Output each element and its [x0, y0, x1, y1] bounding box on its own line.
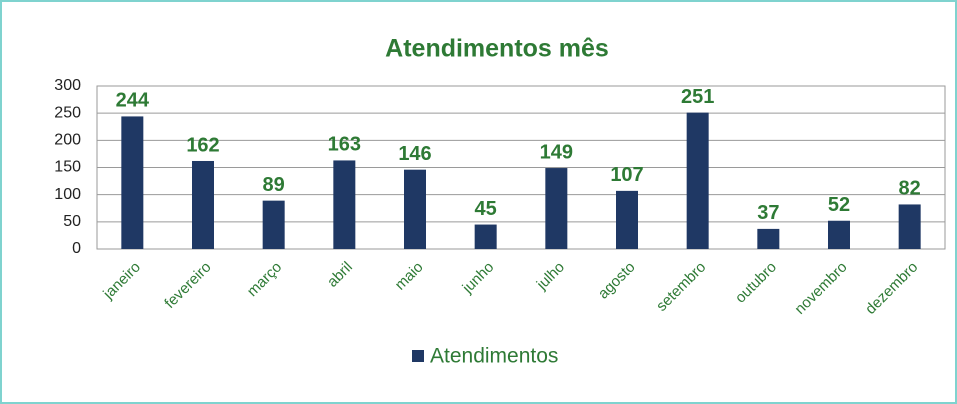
y-tick-label: 100: [54, 186, 81, 203]
data-label: 251: [681, 86, 714, 108]
data-label: 82: [899, 178, 921, 200]
bar: [121, 116, 144, 249]
bar: [757, 228, 780, 249]
bar: [686, 112, 709, 249]
bar: [262, 200, 285, 249]
bar: [404, 169, 426, 249]
data-label: 45: [475, 198, 497, 220]
bar: [474, 224, 497, 249]
bar: [192, 160, 214, 249]
data-label: 107: [610, 164, 643, 186]
y-tick-label: 200: [54, 132, 81, 149]
bar: [545, 168, 568, 249]
data-label: 149: [540, 141, 573, 163]
chart-title: Atendimentos mês: [385, 35, 609, 63]
data-label: 163: [328, 134, 361, 156]
data-label: 244: [116, 90, 150, 112]
y-tick-label: 250: [54, 104, 81, 121]
y-tick-label: 0: [72, 240, 81, 257]
data-label: 89: [263, 174, 285, 196]
y-tick-label: 300: [54, 77, 81, 94]
bar: [898, 204, 921, 249]
data-label: 146: [398, 143, 431, 165]
y-tick-label: 150: [54, 159, 81, 176]
data-label: 52: [828, 194, 850, 216]
bar: [616, 190, 638, 249]
data-label: 37: [757, 202, 779, 224]
bar: [828, 220, 850, 249]
y-tick-label: 50: [63, 213, 81, 230]
legend-label: Atendimentos: [430, 345, 558, 368]
bar: [333, 160, 356, 249]
legend-swatch: [412, 350, 424, 362]
data-label: 162: [186, 134, 219, 156]
